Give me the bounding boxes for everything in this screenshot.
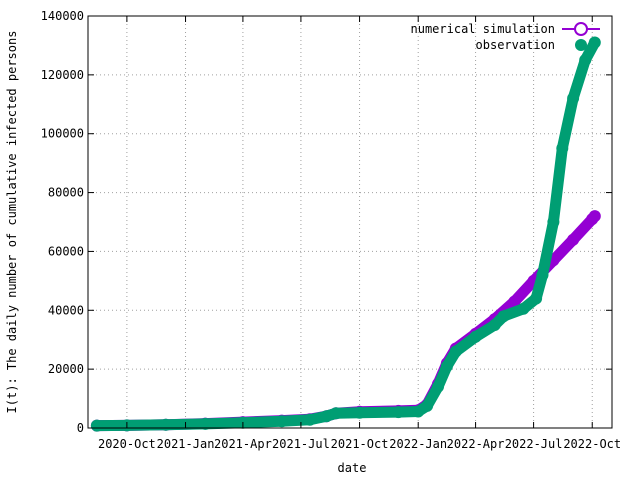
data-point [579, 54, 592, 67]
data-point [199, 417, 212, 430]
legend-entry: observation [476, 38, 587, 52]
x-tick-label: 2020-Oct [98, 437, 156, 451]
data-point [567, 92, 580, 105]
data-point [517, 302, 530, 315]
y-tick-label: 40000 [48, 303, 84, 317]
data-area [90, 36, 601, 432]
y-tick-label: 100000 [41, 127, 84, 141]
legend-label: observation [476, 38, 555, 52]
series-1 [90, 36, 601, 432]
data-point [536, 269, 549, 281]
data-point [392, 406, 405, 419]
x-tick-label: 2021-Jan [157, 437, 215, 451]
y-tick-label: 120000 [41, 68, 84, 82]
data-point [432, 380, 444, 393]
legend-label: numerical simulation [411, 22, 556, 36]
y-tick-label: 60000 [48, 244, 84, 258]
data-point [488, 319, 501, 331]
data-point [449, 345, 462, 358]
plot-frame [87, 15, 613, 429]
legend-swatch-marker [574, 22, 588, 36]
data-point [556, 142, 569, 155]
legend: numerical simulation observation [411, 22, 600, 52]
x-tick-label: 2022-Jul [505, 437, 563, 451]
data-point [90, 419, 103, 432]
y-tick-label: 0 [77, 421, 84, 435]
y-tick-label: 20000 [48, 362, 84, 376]
series-line [91, 210, 601, 432]
data-point [508, 295, 521, 308]
x-tick-label: 2021-Oct [331, 437, 389, 451]
x-tick-label: 2022-Oct [563, 437, 621, 451]
data-point [567, 233, 580, 246]
axes: 0 20000 40000 60000 80000 100000 120000 140000 2… [41, 9, 621, 451]
x-tick-label: 2021-Jul [272, 437, 330, 451]
series-line [91, 37, 601, 432]
data-point [412, 405, 425, 418]
data-point [547, 216, 560, 228]
data-point [330, 407, 342, 420]
data-point [421, 399, 434, 412]
data-point [497, 310, 510, 323]
data-point [530, 292, 543, 305]
data-point [275, 415, 288, 428]
x-tick-label: 2022-Jan [389, 437, 447, 451]
grid [88, 16, 612, 428]
data-point [320, 410, 333, 423]
legend-swatch-marker [575, 39, 587, 51]
data-point [303, 413, 316, 426]
data-point [440, 360, 453, 373]
data-point [353, 406, 366, 419]
x-tick-label: 2022-Apr [447, 437, 505, 451]
data-point [159, 418, 172, 431]
legend-entry: numerical simulation [411, 22, 600, 36]
y-tick-label: 80000 [48, 186, 84, 200]
series-0 [90, 210, 601, 432]
x-axis-title: date [338, 461, 367, 475]
y-axis-title: I(t): The daily number of cumulative inf… [5, 31, 19, 414]
x-tick-label: 2021-Apr [214, 437, 272, 451]
y-tick-label: 140000 [41, 9, 84, 23]
data-point [588, 36, 601, 49]
data-point [588, 210, 601, 223]
data-point [469, 330, 482, 343]
